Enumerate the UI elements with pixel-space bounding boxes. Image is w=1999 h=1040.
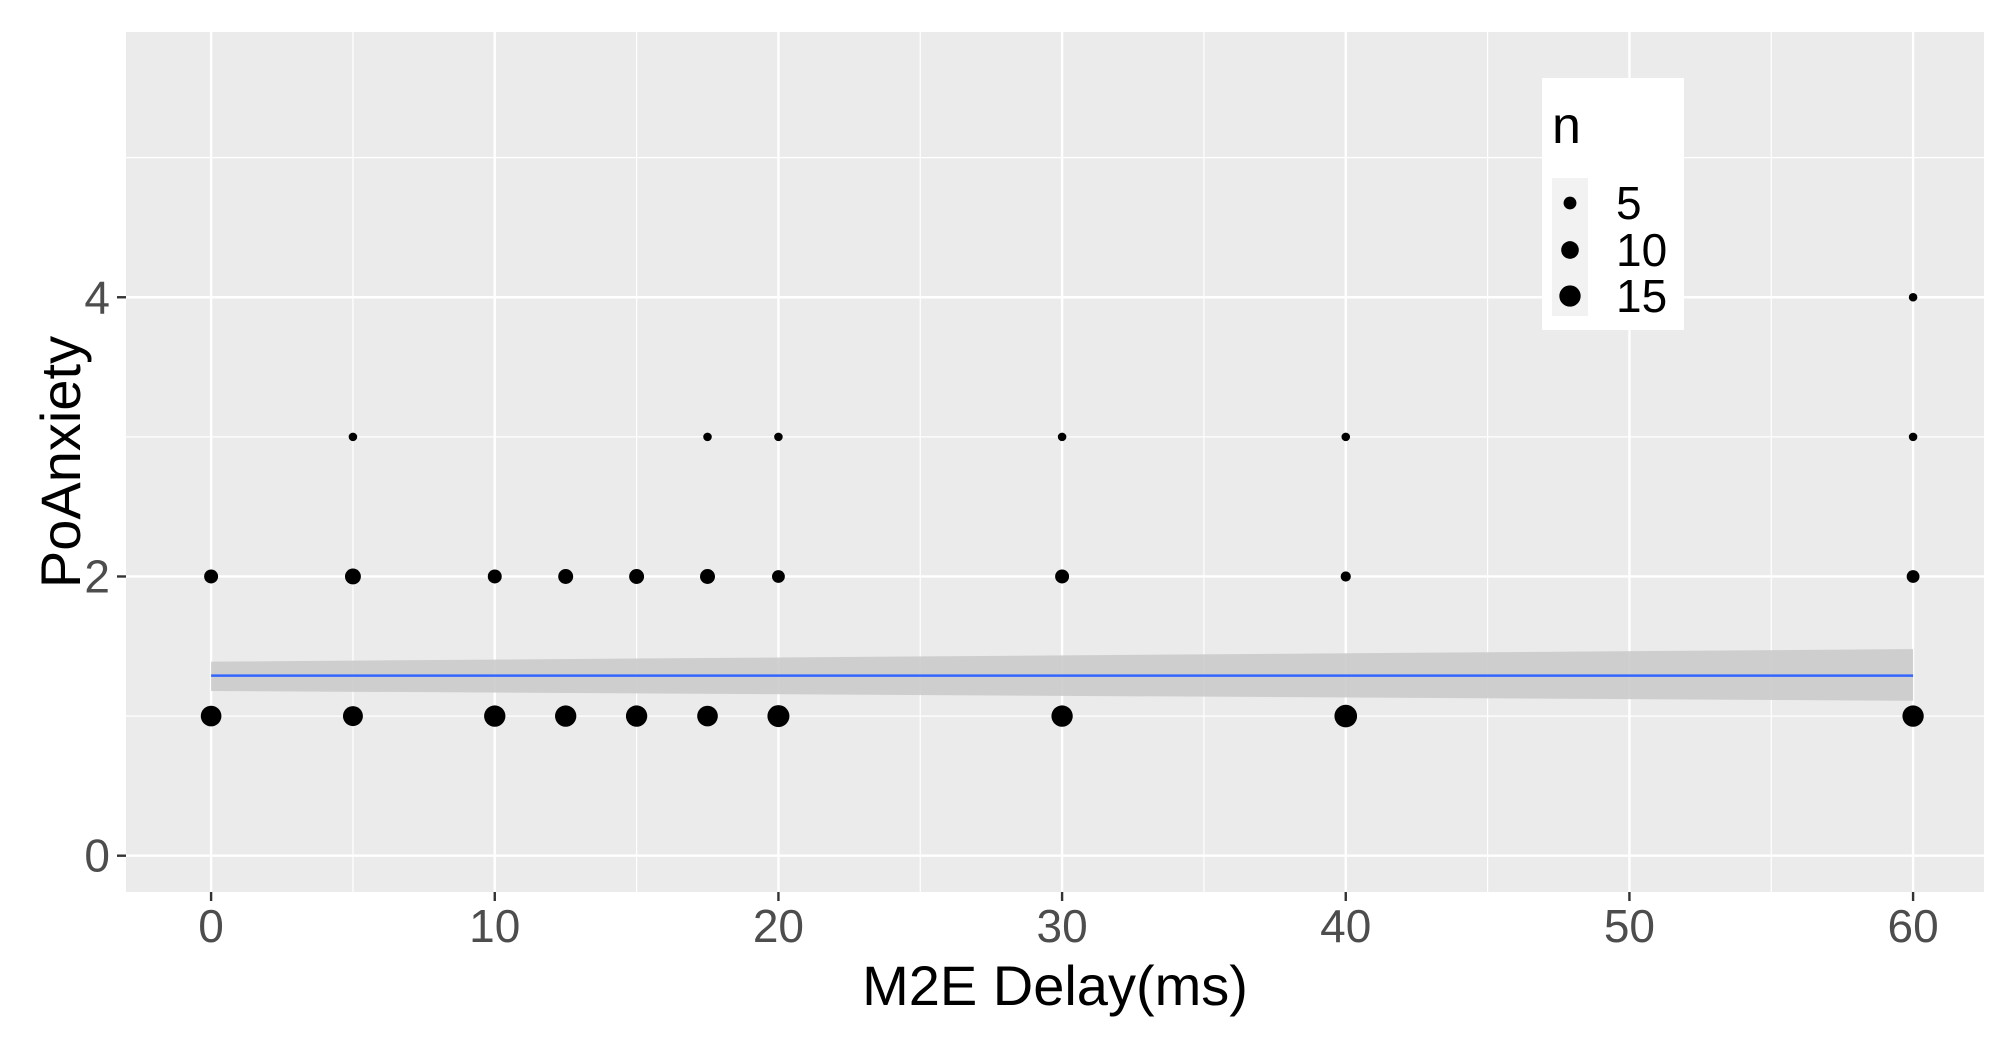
x-tick-label: 50 [1604,900,1655,952]
data-point [1057,432,1067,442]
legend-entry: 15 [1559,270,1667,322]
data-point [767,705,790,728]
legend-title: n [1552,97,1581,155]
data-points [200,292,1924,728]
data-point [1902,705,1924,727]
data-point [555,705,577,727]
legend-key-symbol [1563,196,1577,210]
data-point [344,568,361,585]
x-axis-title: M2E Delay(ms) [862,954,1248,1017]
data-point [204,569,219,584]
data-point [1908,292,1918,302]
data-point [625,705,648,727]
major-gridlines [126,32,1984,892]
x-tick-label: 30 [1037,900,1088,952]
y-axis-title: PoAnxiety [29,336,92,588]
data-point [700,569,715,584]
x-tick-label: 40 [1320,900,1371,952]
x-tick-label: 0 [198,900,224,952]
data-point [1334,704,1358,728]
data-point [558,569,574,584]
data-point [1906,570,1920,583]
axis-ticks [117,296,1915,901]
legend-entry: 10 [1561,224,1667,276]
y-axis-tick-labels: 0 2 4 [84,271,110,881]
data-point [1051,705,1073,727]
x-tick-label: 20 [753,900,804,952]
data-point [703,432,712,442]
legend-entry-label: 15 [1616,270,1667,322]
y-tick-label: 0 [84,830,110,882]
data-point [487,569,502,584]
legend-entry: 5 [1563,177,1642,229]
y-tick-label: 4 [84,271,110,323]
data-point [484,705,506,727]
x-axis-tick-labels: 0 10 20 30 40 50 60 [198,900,1938,952]
data-point [200,705,222,727]
data-point [1055,569,1070,584]
data-point [774,432,783,442]
x-tick-label: 10 [469,900,520,952]
data-point [348,432,358,442]
data-point [1340,571,1351,582]
data-point [1341,432,1351,442]
plot-panel [126,32,1984,892]
x-tick-label: 60 [1887,900,1938,952]
data-point [697,705,718,727]
legend-entry-label: 5 [1616,177,1642,229]
data-point [629,569,645,584]
legend-key-symbol [1561,241,1579,259]
data-point [342,706,363,727]
data-point [1908,432,1918,442]
legend-key-symbol [1559,285,1581,307]
data-point [772,570,785,583]
legend-entry-label: 10 [1616,224,1667,276]
y-tick-label: 2 [84,550,110,602]
